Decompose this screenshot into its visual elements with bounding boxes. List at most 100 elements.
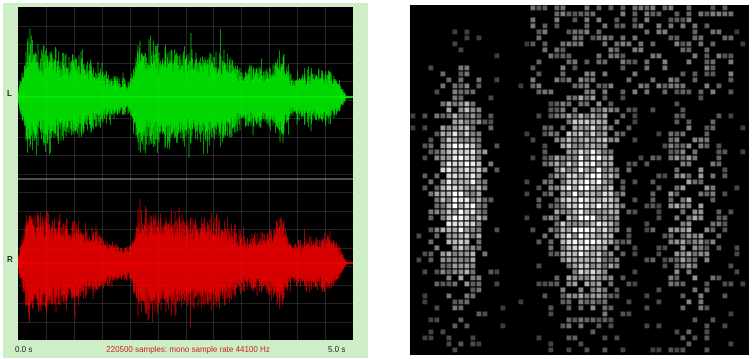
spectrogram-cell: [482, 215, 488, 221]
spectrogram-cell: [572, 167, 578, 173]
spectrogram-cell: [584, 77, 590, 83]
spectrogram-cell: [560, 125, 566, 131]
spectrogram-cell: [458, 173, 464, 179]
spectrogram-cell: [458, 185, 464, 191]
spectrogram-cell: [590, 215, 596, 221]
spectrogram-cell: [692, 35, 698, 41]
spectrogram-cell: [596, 29, 602, 35]
spectrogram-cell: [464, 149, 470, 155]
spectrogram-cell: [572, 137, 578, 143]
spectrogram-cell: [560, 203, 566, 209]
spectrogram-cell: [452, 179, 458, 185]
spectrogram-cell: [584, 161, 590, 167]
spectrogram-cell: [554, 11, 560, 17]
spectrogram-cell: [542, 161, 548, 167]
spectrogram-cell: [446, 281, 452, 287]
spectrogram-cell: [566, 347, 572, 353]
spectrogram-cell: [536, 239, 542, 245]
spectrogram-cell: [602, 221, 608, 227]
spectrogram-cell: [440, 269, 446, 275]
spectrogram-cell: [566, 95, 572, 101]
spectrogram-cell: [674, 275, 680, 281]
spectrogram-cell: [542, 281, 548, 287]
spectrogram-cell: [542, 41, 548, 47]
spectrogram-cell: [728, 53, 734, 59]
spectrogram-cell: [572, 275, 578, 281]
spectrogram-cell: [452, 263, 458, 269]
spectrogram-cell: [578, 293, 584, 299]
spectrogram-cell: [590, 107, 596, 113]
spectrogram-cell: [560, 323, 566, 329]
spectrogram-cell: [440, 209, 446, 215]
spectrogram-cell: [584, 29, 590, 35]
spectrogram-cell: [458, 101, 464, 107]
spectrogram-cell: [596, 245, 602, 251]
spectrogram-cell: [464, 185, 470, 191]
spectrogram-cell: [674, 143, 680, 149]
spectrogram-cell: [704, 53, 710, 59]
spectrogram-cell: [590, 173, 596, 179]
spectrogram-cell: [596, 323, 602, 329]
spectrogram-cell: [464, 251, 470, 257]
spectrogram-cell: [716, 233, 722, 239]
spectrogram-cell: [638, 5, 644, 11]
spectrogram-cell: [428, 257, 434, 263]
spectrogram-cell: [662, 257, 668, 263]
spectrogram-cell: [560, 227, 566, 233]
spectrogram-cell: [446, 341, 452, 347]
spectrogram-cell: [626, 41, 632, 47]
spectrogram-cell: [638, 155, 644, 161]
spectrogram-cell: [584, 347, 590, 353]
spectrogram-cell: [578, 155, 584, 161]
spectrogram-cell: [566, 173, 572, 179]
spectrogram-cell: [710, 29, 716, 35]
spectrogram-cell: [584, 17, 590, 23]
spectrogram-cell: [596, 251, 602, 257]
spectrogram-cell: [596, 155, 602, 161]
spectrogram-cell: [620, 11, 626, 17]
spectrogram-cell: [548, 107, 554, 113]
waveform-display[interactable]: [18, 7, 353, 340]
spectrogram-cell: [614, 197, 620, 203]
spectrogram-cell: [476, 83, 482, 89]
spectrogram-cell: [572, 335, 578, 341]
spectrogram-cell: [626, 239, 632, 245]
spectrogram-cell: [692, 263, 698, 269]
spectrogram-cell: [686, 119, 692, 125]
spectrogram-cell: [452, 239, 458, 245]
spectrogram-cell: [722, 293, 728, 299]
spectrogram-cell: [686, 41, 692, 47]
spectrogram-cell: [548, 251, 554, 257]
spectrogram-cell: [446, 227, 452, 233]
spectrogram-cell: [650, 77, 656, 83]
spectrogram-cell: [596, 185, 602, 191]
spectrogram-cell: [608, 179, 614, 185]
spectrogram-cell: [590, 233, 596, 239]
spectrogram-cell: [668, 149, 674, 155]
spectrogram-cell: [578, 323, 584, 329]
spectrogram-cell: [476, 239, 482, 245]
spectrogram-cell: [674, 11, 680, 17]
spectrogram-cell: [608, 221, 614, 227]
spectrogram-cell: [614, 257, 620, 263]
spectrogram-cell: [710, 11, 716, 17]
spectrogram-cell: [698, 215, 704, 221]
spectrogram-cell: [482, 119, 488, 125]
spectrogram-cell: [590, 155, 596, 161]
spectrogram-cell: [578, 137, 584, 143]
spectrogram-cell: [578, 185, 584, 191]
spectrogram-cell: [614, 245, 620, 251]
spectrogram-cell: [536, 335, 542, 341]
spectrogram-cell: [602, 143, 608, 149]
spectrogram-cell: [704, 323, 710, 329]
spectrogram-cell: [578, 257, 584, 263]
spectrogram-cell: [650, 191, 656, 197]
spectrogram-cell: [560, 239, 566, 245]
spectrogram-cell: [710, 197, 716, 203]
spectrogram-cell: [542, 143, 548, 149]
spectrogram-cell: [602, 239, 608, 245]
spectrogram-cell: [566, 77, 572, 83]
spectrogram-cell: [656, 11, 662, 17]
spectrogram-cell: [590, 209, 596, 215]
spectrogram-cell: [464, 239, 470, 245]
